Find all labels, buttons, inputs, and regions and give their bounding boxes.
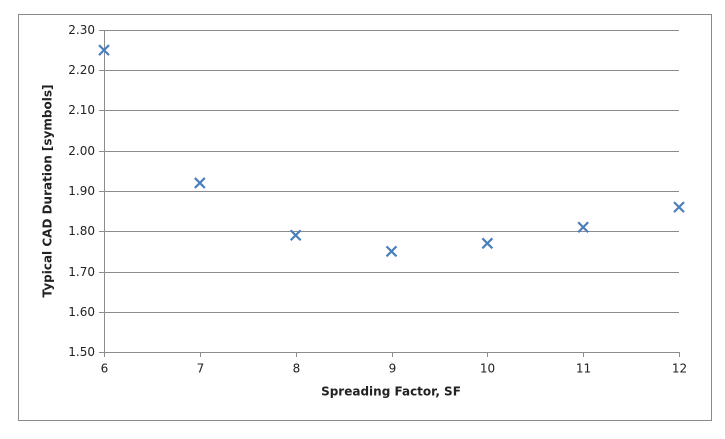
- x-tick-label: 10: [480, 362, 495, 376]
- y-tick-label: 2.00: [68, 144, 95, 158]
- marker: [577, 221, 589, 234]
- x-tick-label: 8: [293, 362, 301, 376]
- x-tick-label: 9: [389, 362, 397, 376]
- x-axis-title: Spreading Factor, SF: [321, 385, 461, 399]
- marker: [194, 177, 206, 189]
- y-tick-label: 2.20: [68, 63, 95, 77]
- y-tick-label: 1.80: [68, 224, 95, 238]
- marker: [98, 44, 110, 56]
- marker: [481, 237, 494, 250]
- marker: [289, 229, 302, 242]
- y-axis-title: Typical CAD Duration [symbols]: [41, 85, 55, 298]
- marker: [385, 245, 398, 258]
- y-tick-label: 2.30: [68, 23, 95, 37]
- y-tick-label: 1.70: [68, 265, 95, 279]
- y-tick-label: 1.60: [68, 305, 95, 319]
- y-tick-label: 1.90: [68, 184, 95, 198]
- chart-border: [18, 14, 712, 421]
- y-tick-label: 1.50: [68, 345, 95, 359]
- y-tick-label: 2.10: [68, 103, 95, 117]
- x-tick-label: 6: [101, 362, 109, 376]
- marker: [673, 201, 685, 213]
- x-tick-label: 12: [672, 362, 687, 376]
- x-tick-label: 11: [576, 362, 591, 376]
- x-tick-label: 7: [197, 362, 205, 376]
